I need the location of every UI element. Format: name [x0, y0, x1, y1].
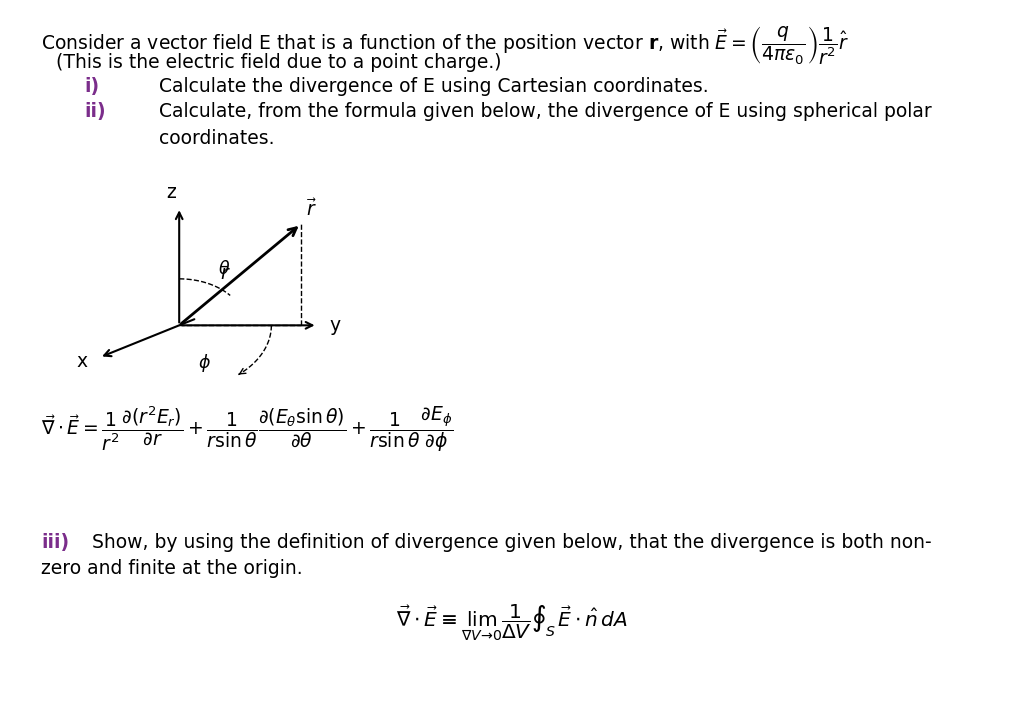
- Text: Calculate, from the formula given below, the divergence of E using spherical pol: Calculate, from the formula given below,…: [159, 102, 932, 122]
- Text: x: x: [76, 352, 87, 370]
- Text: $\vec{\nabla} \cdot \vec{E} \equiv \lim_{\nabla V \to 0} \dfrac{1}{\Delta V} \oi: $\vec{\nabla} \cdot \vec{E} \equiv \lim_…: [396, 602, 628, 643]
- Text: Show, by using the definition of divergence given below, that the divergence is : Show, by using the definition of diverge…: [92, 533, 932, 552]
- Text: Calculate the divergence of E using Cartesian coordinates.: Calculate the divergence of E using Cart…: [159, 77, 709, 97]
- Text: i): i): [84, 77, 99, 97]
- Text: Consider a vector field E that is a function of the position vector $\mathbf{r}$: Consider a vector field E that is a func…: [41, 25, 849, 67]
- Text: coordinates.: coordinates.: [159, 129, 274, 148]
- Text: $\theta$: $\theta$: [218, 260, 230, 277]
- Text: $\phi$: $\phi$: [199, 352, 211, 373]
- Text: iii): iii): [41, 533, 69, 552]
- Text: (This is the electric field due to a point charge.): (This is the electric field due to a poi…: [56, 53, 502, 72]
- Text: ii): ii): [84, 102, 105, 122]
- Text: y: y: [330, 316, 341, 335]
- Text: $\vec{r}$: $\vec{r}$: [306, 199, 317, 220]
- Text: zero and finite at the origin.: zero and finite at the origin.: [41, 559, 302, 578]
- Text: $\vec{\nabla} \cdot \vec{E} = \dfrac{1}{r^2}\dfrac{\partial(r^2 E_r)}{\partial r: $\vec{\nabla} \cdot \vec{E} = \dfrac{1}{…: [41, 404, 454, 453]
- Text: r: r: [220, 264, 228, 282]
- Text: z: z: [166, 182, 176, 202]
